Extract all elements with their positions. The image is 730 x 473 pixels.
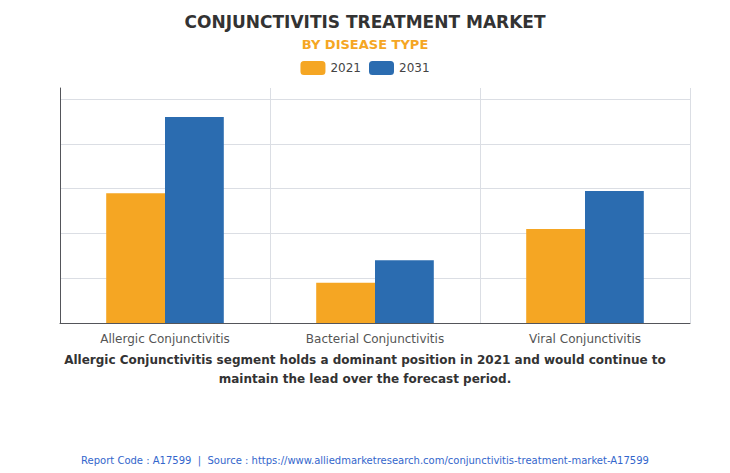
svg-text:2021: 2021 [330,61,361,75]
svg-text:2031: 2031 [399,61,430,75]
svg-text:Bacterial Conjunctivitis: Bacterial Conjunctivitis [306,332,444,346]
svg-text:Viral Conjunctivitis: Viral Conjunctivitis [529,332,641,346]
svg-text:BY DISEASE TYPE: BY DISEASE TYPE [302,37,429,52]
svg-text:CONJUNCTIVITIS TREATMENT MARKE: CONJUNCTIVITIS TREATMENT MARKET [184,12,545,32]
svg-text:Allergic Conjunctivitis segmen: Allergic Conjunctivitis segment holds a … [64,353,666,367]
svg-text:Allergic Conjunctivitis: Allergic Conjunctivitis [100,332,230,346]
svg-text:Report Code : A17599 | Sourc: Report Code : A17599 | Source : https://… [81,455,649,467]
svg-text:maintain the lead over the for: maintain the lead over the forecast peri… [219,372,511,386]
